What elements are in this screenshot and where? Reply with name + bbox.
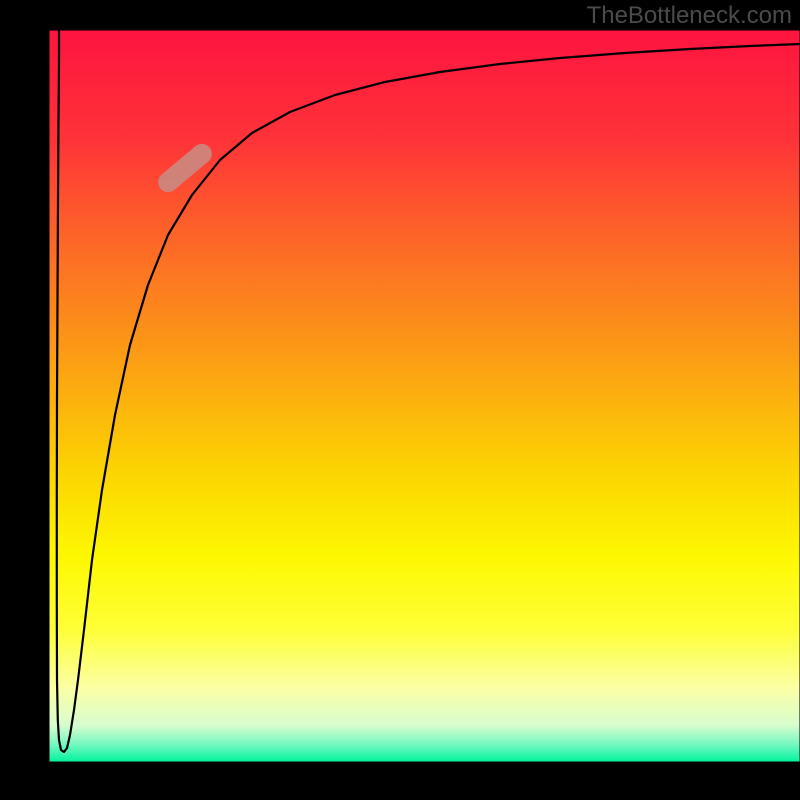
plot-background [49, 30, 800, 762]
bottleneck-chart [0, 0, 800, 800]
